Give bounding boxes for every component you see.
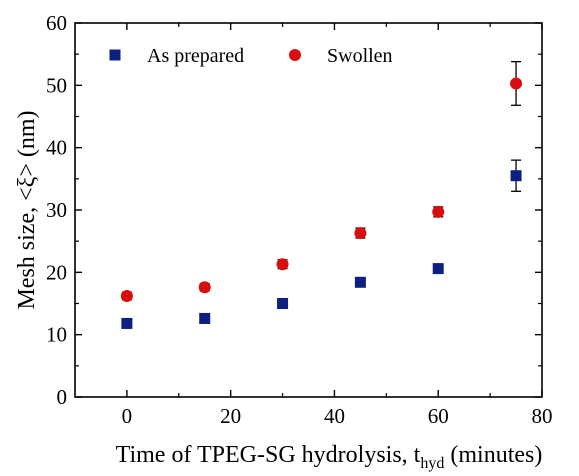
as-prepared-point bbox=[199, 312, 211, 324]
legend-marker-as-prepared bbox=[109, 49, 121, 61]
y-tick-label: 50 bbox=[46, 73, 67, 97]
x-tick-label: 20 bbox=[220, 404, 241, 428]
y-tick-label: 0 bbox=[57, 385, 68, 409]
swollen-point bbox=[276, 258, 289, 271]
y-tick-label: 30 bbox=[46, 198, 67, 222]
legend-label-swollen: Swollen bbox=[327, 45, 393, 67]
swollen-point bbox=[354, 227, 367, 240]
swollen-point bbox=[120, 290, 133, 303]
legend: As prepared Swollen bbox=[109, 45, 393, 67]
swollen-point bbox=[432, 205, 445, 218]
axis-tick-labels: 0 20 40 60 80 0 10 20 30 40 50 60 bbox=[46, 11, 553, 428]
legend-label-as-prepared: As prepared bbox=[147, 45, 244, 67]
as-prepared-point bbox=[510, 170, 522, 182]
as-prepared-point bbox=[277, 298, 289, 309]
x-tick-label: 40 bbox=[324, 404, 345, 428]
data-points bbox=[120, 60, 523, 329]
y-tick-label: 60 bbox=[46, 11, 67, 35]
as-prepared-point bbox=[354, 276, 366, 288]
as-prepared-point bbox=[121, 317, 133, 329]
plot-frame bbox=[74, 22, 543, 398]
x-axis-title-subscript: hyd bbox=[420, 455, 444, 472]
x-tick-label: 0 bbox=[122, 404, 133, 428]
y-tick-label: 40 bbox=[46, 136, 67, 160]
y-tick-label: 10 bbox=[46, 323, 67, 347]
legend-marker-swollen bbox=[289, 49, 301, 61]
swollen-point bbox=[510, 77, 523, 90]
x-tick-label: 60 bbox=[428, 404, 449, 428]
x-axis-title-suffix: (minutes) bbox=[444, 442, 542, 468]
x-axis-title-main: Time of TPEG-SG hydrolysis, t bbox=[116, 442, 421, 468]
y-tick-label: 20 bbox=[46, 260, 67, 284]
y-axis-title: Mesh size, <ξ> (nm) bbox=[14, 110, 40, 309]
swollen-point bbox=[198, 281, 211, 294]
x-tick-label: 80 bbox=[532, 404, 553, 428]
axis-ticks bbox=[75, 22, 543, 398]
x-axis-title: Time of TPEG-SG hydrolysis, thyd (minute… bbox=[116, 442, 543, 472]
as-prepared-point bbox=[432, 263, 444, 275]
